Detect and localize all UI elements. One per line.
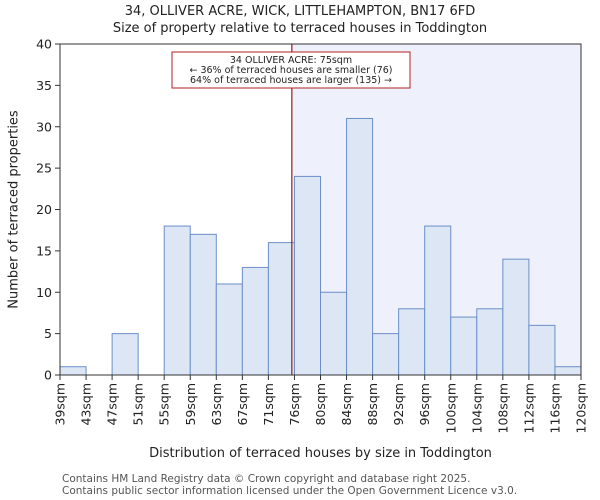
bar-108sqm <box>502 258 530 376</box>
annotation-box <box>171 51 411 89</box>
bar-112sqm <box>528 324 556 376</box>
bar-59sqm <box>189 233 217 376</box>
annotation-line1: 34 OLLIVER ACRE: 75sqm <box>230 55 352 66</box>
bar-96sqm <box>424 225 452 376</box>
x-tick-label: 76sqm <box>287 383 302 426</box>
bar-84sqm <box>346 117 374 376</box>
footer-line1: Contains HM Land Registry data © Crown c… <box>62 473 470 485</box>
y-tick-label: 10 <box>36 285 52 300</box>
x-tick-label: 112sqm <box>521 383 536 433</box>
bar-67sqm <box>241 266 269 376</box>
bar-116sqm <box>554 366 582 376</box>
chart-subtitle: Size of property relative to terraced ho… <box>113 21 487 36</box>
y-tick-label: 35 <box>36 78 52 93</box>
y-axis-ticks: 0 5 10 15 20 25 30 35 40 <box>36 37 60 383</box>
bar-80sqm <box>320 291 348 376</box>
y-tick-label: 40 <box>36 37 52 52</box>
bar-63sqm <box>215 283 243 376</box>
y-tick-label: 25 <box>36 161 52 176</box>
bar-100sqm <box>450 316 478 376</box>
x-tick-label: 100sqm <box>443 383 458 433</box>
x-tick-label: 67sqm <box>235 383 250 426</box>
bar-71sqm <box>267 242 295 376</box>
x-tick-label: 71sqm <box>261 383 276 426</box>
x-tick-label: 59sqm <box>183 383 198 426</box>
bar-92sqm <box>398 308 426 376</box>
bars-group <box>59 117 582 376</box>
y-tick-label: 30 <box>36 119 52 134</box>
bar-104sqm <box>476 308 504 376</box>
annotation-line3: 64% of terraced houses are larger (135) … <box>190 75 392 86</box>
x-tick-label: 108sqm <box>495 383 510 433</box>
y-axis-label: Number of terraced properties <box>7 110 22 309</box>
x-tick-label: 104sqm <box>469 383 484 433</box>
bar-39sqm <box>59 366 87 376</box>
bar-76sqm <box>293 175 322 376</box>
y-tick-label: 20 <box>36 202 52 217</box>
x-tick-label: 63sqm <box>209 383 224 426</box>
y-tick-label: 0 <box>44 368 52 383</box>
x-tick-label: 39sqm <box>53 383 68 426</box>
x-tick-label: 80sqm <box>313 383 328 426</box>
x-tick-label: 84sqm <box>339 383 354 426</box>
footer-line2: Contains public sector information licen… <box>62 485 517 497</box>
x-tick-label: 51sqm <box>131 383 146 426</box>
bar-47sqm <box>111 333 139 376</box>
x-tick-label: 47sqm <box>105 383 120 426</box>
bar-88sqm <box>372 333 400 376</box>
x-tick-label: 116sqm <box>547 383 562 433</box>
bar-55sqm <box>163 225 191 376</box>
plot-frame <box>59 43 582 376</box>
y-tick-label: 15 <box>36 243 52 258</box>
annotation-line2: ← 36% of terraced houses are smaller (76… <box>189 65 392 76</box>
x-axis-label: Distribution of terraced houses by size … <box>149 446 492 461</box>
x-tick-label: 43sqm <box>79 383 94 426</box>
y-tick-label: 5 <box>44 326 52 341</box>
x-axis-ticks: 39sqm 43sqm 47sqm 51sqm 55sqm 59sqm 63sqm 67sqm… <box>53 375 589 433</box>
x-tick-label: 120sqm <box>574 383 589 433</box>
chart-title: 34, OLLIVER ACRE, WICK, LITTLEHAMPTON, B… <box>125 4 476 19</box>
x-tick-label: 55sqm <box>157 383 172 426</box>
x-tick-label: 96sqm <box>417 383 432 426</box>
x-tick-label: 92sqm <box>391 383 406 426</box>
x-tick-label: 88sqm <box>365 383 380 426</box>
